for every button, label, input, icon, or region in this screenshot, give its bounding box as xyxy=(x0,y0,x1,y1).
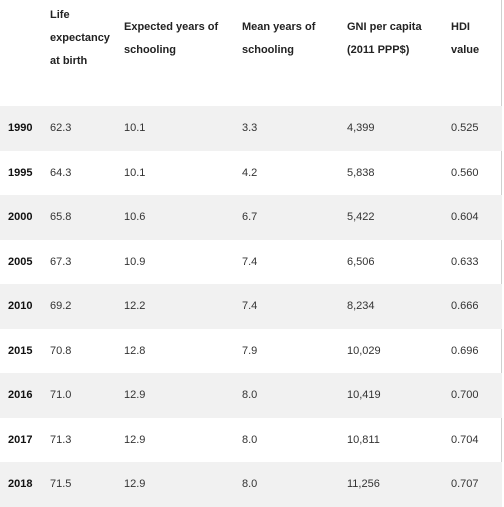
cell-year: 2010 xyxy=(0,284,46,329)
cell-gni-per-capita: 11,256 xyxy=(343,462,447,507)
cell-life-expectancy: 70.8 xyxy=(50,344,72,357)
cell-expected-schooling: 12.2 xyxy=(120,284,238,329)
cell-mean-schooling: 8.0 xyxy=(238,462,343,507)
cell-life-expectancy: 71.5 xyxy=(46,462,120,507)
table-body: 1990 62.3 10.1 3.3 4,399 0.525 1995 64.3… xyxy=(0,106,502,507)
header-expected-schooling: Expected years of schooling xyxy=(124,21,219,56)
cell-gni-per-capita: 6,506 xyxy=(347,255,375,268)
cell-year: 2018 xyxy=(0,462,46,507)
header-gni-per-capita: GNI per capita (2011 PPP$) xyxy=(347,21,422,56)
cell-expected-schooling: 12.9 xyxy=(120,373,238,418)
cell-expected-schooling: 12.8 xyxy=(124,344,146,357)
table-row: 2018 71.5 12.9 8.0 11,256 0.707 xyxy=(0,462,502,507)
header-life-expectancy: Life expectancy at birth xyxy=(50,9,110,67)
cell-mean-schooling: 7.4 xyxy=(242,255,258,268)
cell-hdi-value: 0.704 xyxy=(451,433,479,446)
cell-expected-schooling: 10.1 xyxy=(124,166,146,179)
cell-mean-schooling: 7.9 xyxy=(242,344,258,357)
cell-mean-schooling: 8.0 xyxy=(242,433,258,446)
cell-mean-schooling: 4.2 xyxy=(242,166,258,179)
cell-gni-per-capita: 10,029 xyxy=(347,344,381,357)
cell-year: 2016 xyxy=(0,373,46,418)
cell-hdi-value: 0.707 xyxy=(447,462,502,507)
cell-life-expectancy: 65.8 xyxy=(46,195,120,240)
cell-hdi-value: 0.696 xyxy=(451,344,479,357)
table-row: 2016 71.0 12.9 8.0 10,419 0.700 xyxy=(0,373,502,418)
cell-life-expectancy: 64.3 xyxy=(50,166,72,179)
cell-life-expectancy: 62.3 xyxy=(46,106,120,151)
cell-year: 2017 xyxy=(8,433,33,446)
cell-year: 2015 xyxy=(8,344,33,357)
cell-gni-per-capita: 10,419 xyxy=(343,373,447,418)
cell-year: 2000 xyxy=(0,195,46,240)
cell-hdi-value: 0.633 xyxy=(451,255,479,268)
cell-expected-schooling: 10.9 xyxy=(124,255,146,268)
cell-expected-schooling: 10.1 xyxy=(120,106,238,151)
cell-gni-per-capita: 10,811 xyxy=(347,433,380,446)
table-header: Life expectancy at birth Expected years … xyxy=(0,0,502,106)
cell-life-expectancy: 69.2 xyxy=(46,284,120,329)
cell-gni-per-capita: 5,422 xyxy=(343,195,447,240)
cell-year: 2005 xyxy=(8,255,33,268)
cell-hdi-value: 0.700 xyxy=(447,373,502,418)
cell-mean-schooling: 7.4 xyxy=(238,284,343,329)
cell-gni-per-capita: 4,399 xyxy=(343,106,447,151)
table-row: 2005 67.3 10.9 7.4 6,506 0.633 xyxy=(0,240,502,285)
cell-hdi-value: 0.525 xyxy=(447,106,502,151)
cell-year: 1995 xyxy=(8,166,33,179)
cell-life-expectancy: 67.3 xyxy=(50,255,72,268)
table-row: 2010 69.2 12.2 7.4 8,234 0.666 xyxy=(0,284,502,329)
cell-gni-per-capita: 8,234 xyxy=(343,284,447,329)
table-row: 2000 65.8 10.6 6.7 5,422 0.604 xyxy=(0,195,502,240)
cell-mean-schooling: 8.0 xyxy=(238,373,343,418)
table-row: 2017 71.3 12.9 8.0 10,811 0.704 xyxy=(0,418,502,463)
cell-expected-schooling: 12.9 xyxy=(120,462,238,507)
header-mean-schooling: Mean years of schooling xyxy=(242,21,316,56)
cell-life-expectancy: 71.0 xyxy=(46,373,120,418)
cell-hdi-value: 0.604 xyxy=(447,195,502,240)
cell-mean-schooling: 6.7 xyxy=(238,195,343,240)
cell-life-expectancy: 71.3 xyxy=(50,433,72,446)
table-row: 1990 62.3 10.1 3.3 4,399 0.525 xyxy=(0,106,502,151)
table-row: 2015 70.8 12.8 7.9 10,029 0.696 xyxy=(0,329,502,374)
header-year xyxy=(0,0,46,106)
cell-mean-schooling: 3.3 xyxy=(238,106,343,151)
cell-year: 1990 xyxy=(0,106,46,151)
cell-gni-per-capita: 5,838 xyxy=(347,166,375,179)
header-row: Life expectancy at birth Expected years … xyxy=(0,0,502,106)
cell-hdi-value: 0.560 xyxy=(451,166,479,179)
cell-hdi-value: 0.666 xyxy=(447,284,502,329)
cell-expected-schooling: 12.9 xyxy=(124,433,146,446)
cell-expected-schooling: 10.6 xyxy=(120,195,238,240)
header-hdi-value: HDI value xyxy=(451,21,480,56)
table-row: 1995 64.3 10.1 4.2 5,838 0.560 xyxy=(0,151,502,196)
